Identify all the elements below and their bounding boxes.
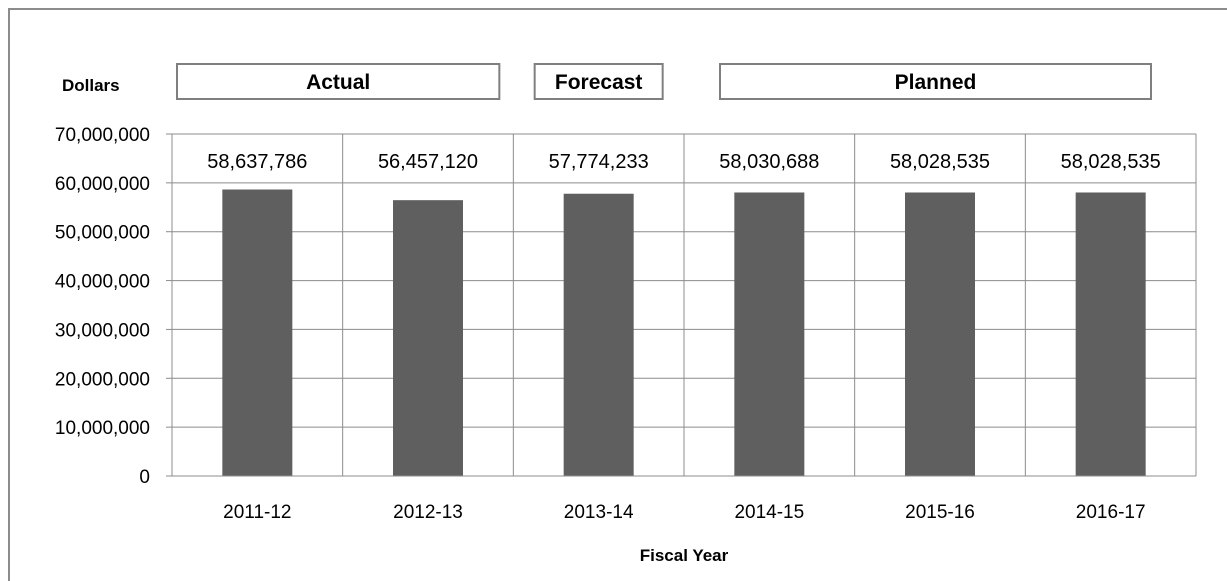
- period-box: [533, 63, 664, 100]
- x-tick-label: 2013-14: [564, 502, 634, 523]
- period-label: Planned: [895, 71, 977, 94]
- bar: [734, 192, 805, 476]
- y-axis-label: Dollars: [62, 76, 120, 95]
- period-label: Actual: [306, 71, 370, 94]
- y-tick-label: 20,000,000: [55, 369, 150, 390]
- data-label: 58,637,786: [207, 151, 307, 173]
- data-label: 58,028,535: [1061, 151, 1161, 173]
- y-tick-label: 0: [139, 467, 150, 488]
- period-box: [176, 63, 501, 100]
- x-tick-label: 2014-15: [734, 502, 804, 523]
- data-label: 58,028,535: [890, 151, 990, 173]
- x-tick-label: 2011-12: [223, 502, 291, 523]
- data-label: 57,774,233: [549, 151, 649, 173]
- x-axis-label: Fiscal Year: [640, 546, 729, 565]
- data-label: 56,457,120: [378, 151, 478, 173]
- bar: [222, 189, 293, 477]
- x-tick-label: 2015-16: [905, 502, 975, 523]
- bar: [905, 192, 975, 477]
- x-tick-label: 2012-13: [393, 502, 463, 523]
- period-box: [719, 63, 1152, 100]
- data-label: 58,030,688: [719, 151, 819, 173]
- y-tick-label: 10,000,000: [55, 418, 150, 439]
- y-tick-label: 60,000,000: [55, 174, 150, 195]
- y-tick-label: 30,000,000: [55, 320, 150, 341]
- bar: [563, 193, 634, 476]
- bar: [1075, 192, 1146, 477]
- x-tick-label: 2016-17: [1076, 502, 1146, 523]
- y-tick-label: 40,000,000: [55, 272, 150, 293]
- period-label: Forecast: [555, 71, 643, 94]
- bar: [393, 200, 463, 477]
- y-tick-label: 50,000,000: [55, 223, 150, 244]
- y-tick-label: 70,000,000: [55, 125, 150, 146]
